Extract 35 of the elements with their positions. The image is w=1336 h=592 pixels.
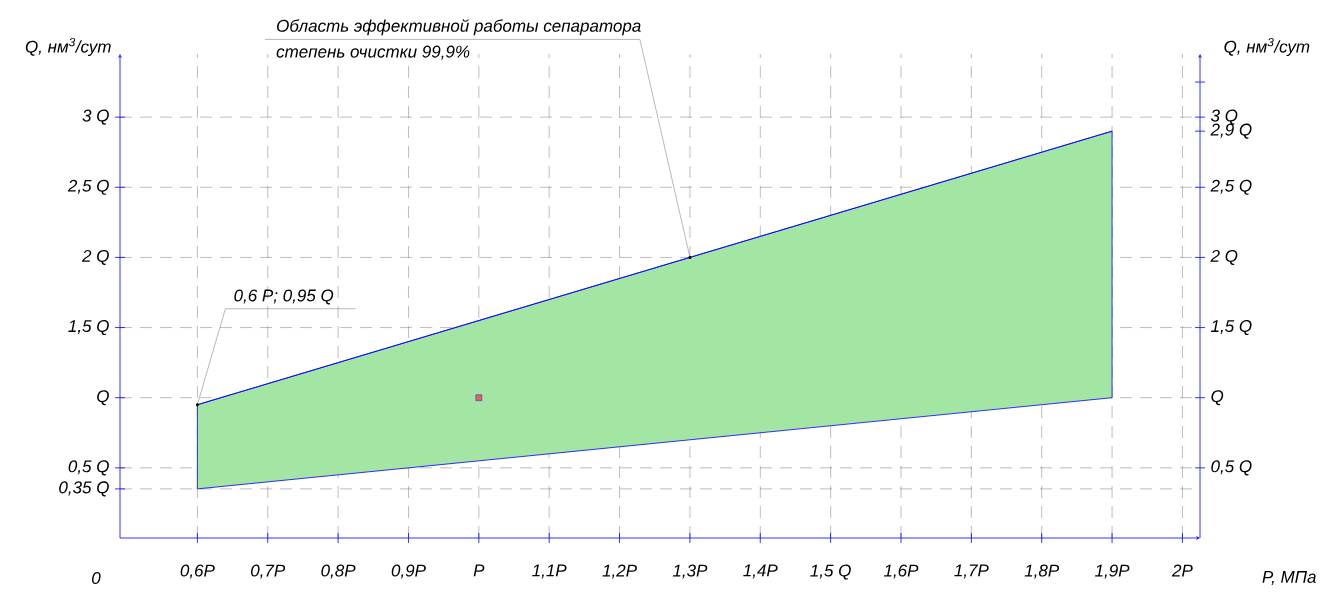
y2-axis-title: Q, нм$^{3}$/сут bbox=[1224, 37, 1310, 57]
y2-tick-label: 1,5 Q bbox=[1211, 320, 1252, 336]
y-axis-title: Q, нм$^{3}$/сут bbox=[25, 37, 111, 57]
y2-tick-label: 2,9 Q bbox=[1210, 123, 1252, 139]
x-tick-label: 0,7P bbox=[251, 564, 286, 579]
x-tick-label: 1,7P bbox=[954, 564, 989, 579]
x-tick-label: 1,6P bbox=[883, 564, 919, 579]
y-tick-label: Q bbox=[97, 390, 109, 406]
x-tick-label: 0,9P bbox=[391, 564, 426, 579]
y2-tick-label: 0,5 Q bbox=[1211, 460, 1252, 476]
x-tick-label: 0,6P bbox=[180, 564, 215, 579]
annotation: 0,6 P; 0,95 Q bbox=[234, 289, 334, 305]
x-tick-label: 1,4P bbox=[743, 564, 778, 579]
x-axis-title: P, МПа bbox=[1262, 571, 1316, 585]
y-tick-label: 2,5 Q bbox=[67, 179, 109, 195]
y2-tick-label: 2,5 Q bbox=[1210, 179, 1252, 195]
x-tick-label: 1,1P bbox=[532, 564, 567, 579]
x-tick-label: 1,5 Q bbox=[810, 564, 851, 580]
x-tick-label: 1,8P bbox=[1024, 564, 1060, 579]
y-tick-label: 1,5 Q bbox=[68, 320, 109, 336]
x-tick-label: 1,9P bbox=[1095, 564, 1130, 579]
y-tick-label: 0,5 Q bbox=[68, 460, 109, 476]
y2-tick-label: Q bbox=[1211, 390, 1224, 406]
x-tick-label: 1,2P bbox=[602, 564, 637, 579]
annotation: Область эффективной работы сепаратора bbox=[277, 19, 641, 36]
x-tick-label: 2P bbox=[1171, 564, 1193, 577]
y2-tick-label: 2 Q bbox=[1210, 249, 1238, 265]
x-tick-label: P bbox=[473, 564, 485, 577]
text: 0 bbox=[92, 571, 101, 585]
y-tick-label: 0,35 Q bbox=[59, 481, 109, 497]
y-tick-label: 2 Q bbox=[81, 249, 109, 265]
x-tick-label: 0,8P bbox=[321, 564, 356, 579]
y-tick-label: 3 Q bbox=[82, 109, 109, 125]
x-tick-label: 1,3P bbox=[672, 564, 708, 579]
annotation: степень очистки 99,9% bbox=[276, 45, 470, 60]
